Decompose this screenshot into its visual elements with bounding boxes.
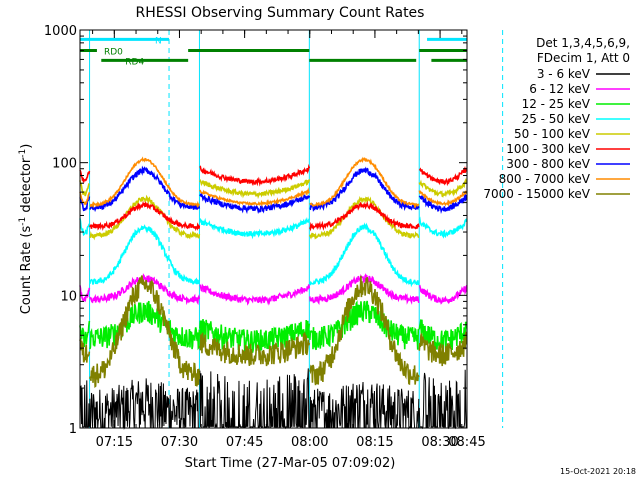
y-axis-label-part: detector bbox=[19, 157, 34, 217]
x-tick-label: 08:00 bbox=[291, 435, 328, 450]
y-axis-label-part: Count Rate (s bbox=[19, 226, 34, 315]
flag-label: RD4 bbox=[125, 57, 144, 67]
series-25-50-kev bbox=[79, 216, 468, 288]
chart-title: RHESSI Observing Summary Count Rates bbox=[136, 5, 425, 21]
y-axis-label-part: ) bbox=[19, 144, 34, 149]
flag-rd4: RD4 bbox=[101, 57, 467, 67]
y-tick-label: 1000 bbox=[44, 24, 77, 39]
y-axis-label-superscript: -1 bbox=[18, 217, 28, 226]
legend-label: 25 - 50 keV bbox=[522, 112, 591, 126]
series-line bbox=[79, 177, 468, 241]
legend-label: 7000 - 15000 keV bbox=[483, 187, 590, 201]
series-6-12-kev bbox=[79, 273, 468, 306]
x-tick-label: 08:45 bbox=[448, 435, 485, 450]
series-line bbox=[79, 275, 468, 389]
legend-header-line: Det 1,3,4,5,6,9, bbox=[536, 36, 630, 50]
flag-label: RD0 bbox=[104, 48, 123, 58]
y-tick-label: 100 bbox=[52, 157, 77, 172]
legend-label: 100 - 300 keV bbox=[506, 142, 590, 156]
series-line bbox=[79, 300, 468, 353]
series-line bbox=[79, 273, 468, 306]
x-axis-label: Start Time (27-Mar-05 07:09:02) bbox=[185, 456, 396, 471]
x-tick-label: 07:15 bbox=[96, 435, 133, 450]
legend: Det 1,3,4,5,6,9, FDecim 1, Att 0 3 - 6 k… bbox=[483, 36, 630, 201]
legend-header-line: FDecim 1, Att 0 bbox=[537, 51, 630, 65]
legend-label: 50 - 100 keV bbox=[514, 127, 591, 141]
footer-timestamp: 15-Oct-2021 20:18 bbox=[560, 467, 636, 476]
x-tick-label: 08:30 bbox=[421, 435, 458, 450]
y-axis-label: Count Rate (s-1 detector-1) bbox=[18, 144, 34, 315]
flag-rd0: RD0 bbox=[80, 48, 467, 58]
x-tick-label: 08:15 bbox=[356, 435, 393, 450]
flag-n: N bbox=[80, 36, 467, 46]
series-100-300-kev bbox=[79, 163, 468, 232]
legend-label: 300 - 800 keV bbox=[506, 157, 590, 171]
series-line bbox=[79, 368, 468, 430]
series-3-6-kev bbox=[79, 368, 468, 430]
y-tick-label: 10 bbox=[60, 289, 77, 304]
x-tick-label: 07:45 bbox=[226, 435, 263, 450]
plot-frame bbox=[79, 29, 468, 429]
legend-label: 3 - 6 keV bbox=[537, 67, 591, 81]
series-line bbox=[79, 156, 467, 209]
series-800-7000-kev bbox=[79, 156, 467, 209]
legend-label: 800 - 7000 keV bbox=[499, 172, 591, 186]
series-7000-15000-kev bbox=[79, 275, 468, 389]
series-300-800-kev bbox=[79, 165, 468, 215]
flag-label: N bbox=[155, 36, 162, 46]
y-tick-label: 1 bbox=[69, 422, 77, 437]
y-axis-label-superscript: -1 bbox=[18, 149, 28, 158]
series-line bbox=[79, 216, 468, 288]
y-axis: 1 10 100 1000 bbox=[44, 24, 467, 437]
series-line bbox=[79, 165, 468, 215]
legend-label: 6 - 12 keV bbox=[529, 82, 591, 96]
legend-label: 12 - 25 keV bbox=[522, 97, 591, 111]
series-12-25-kev bbox=[79, 300, 468, 353]
series-line bbox=[79, 163, 468, 232]
series-50-100-kev bbox=[79, 177, 468, 241]
x-tick-label: 07:30 bbox=[161, 435, 198, 450]
